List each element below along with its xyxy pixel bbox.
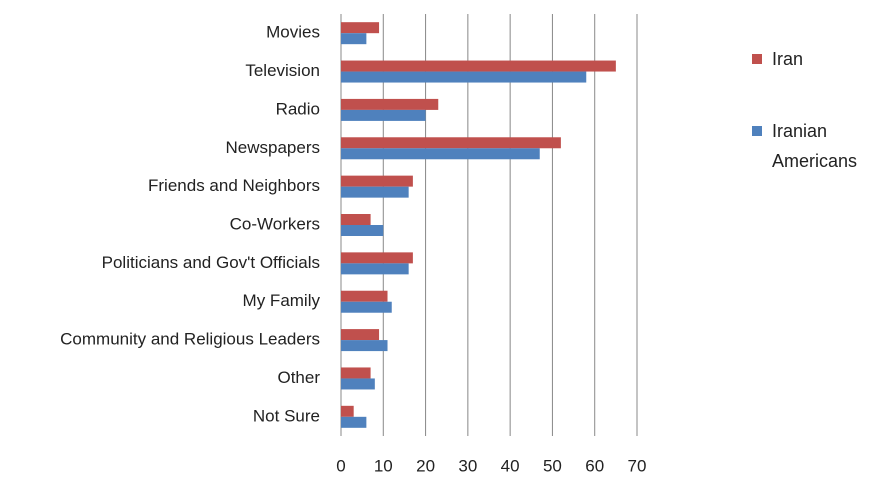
bar bbox=[341, 60, 616, 72]
bar bbox=[341, 186, 409, 198]
bar bbox=[341, 33, 367, 45]
legend-label: Iran bbox=[772, 49, 804, 69]
bar bbox=[341, 290, 388, 302]
y-tick-label: Newspapers bbox=[226, 138, 321, 157]
x-tick-label: 0 bbox=[336, 456, 345, 475]
bar bbox=[341, 378, 375, 390]
legend-label: Iranian Americans bbox=[772, 121, 858, 171]
x-tick-label: 70 bbox=[628, 456, 647, 475]
y-tick-label: Radio bbox=[276, 99, 320, 118]
legend-item: Iran bbox=[750, 44, 875, 74]
y-tick-label: Movies bbox=[266, 23, 320, 42]
y-tick-label: My Family bbox=[243, 291, 321, 310]
bar bbox=[341, 252, 413, 264]
bar bbox=[341, 340, 388, 352]
bar bbox=[341, 225, 384, 236]
y-tick-label: Other bbox=[277, 368, 320, 387]
bar bbox=[341, 71, 587, 83]
bar bbox=[341, 175, 413, 187]
x-tick-label: 60 bbox=[585, 456, 604, 475]
y-tick-label: Not Sure bbox=[253, 406, 320, 425]
y-tick-label: Co-Workers bbox=[230, 214, 320, 233]
bar bbox=[341, 301, 392, 313]
y-tick-label: Community and Religious Leaders bbox=[60, 330, 320, 349]
x-tick-label: 40 bbox=[501, 456, 520, 475]
x-tick-label: 20 bbox=[416, 456, 435, 475]
legend-item: Iranian Americans bbox=[750, 116, 875, 176]
bar bbox=[341, 405, 354, 417]
y-tick-label: Politicians and Gov't Officials bbox=[102, 253, 320, 272]
bar bbox=[341, 98, 439, 110]
bar bbox=[341, 148, 540, 160]
bar bbox=[341, 367, 371, 379]
y-tick-label: Friends and Neighbors bbox=[148, 176, 320, 195]
bar bbox=[341, 109, 426, 121]
bar bbox=[341, 22, 380, 34]
x-tick-label: 30 bbox=[458, 456, 477, 475]
x-tick-label: 10 bbox=[374, 456, 393, 475]
x-tick-label: 50 bbox=[543, 456, 562, 475]
bar bbox=[341, 416, 367, 428]
bar bbox=[341, 263, 409, 275]
bar bbox=[341, 137, 561, 149]
legend-swatch bbox=[752, 126, 762, 136]
y-tick-label: Television bbox=[245, 61, 320, 80]
bar bbox=[341, 214, 371, 225]
bar bbox=[341, 329, 380, 341]
legend-swatch bbox=[752, 54, 762, 64]
